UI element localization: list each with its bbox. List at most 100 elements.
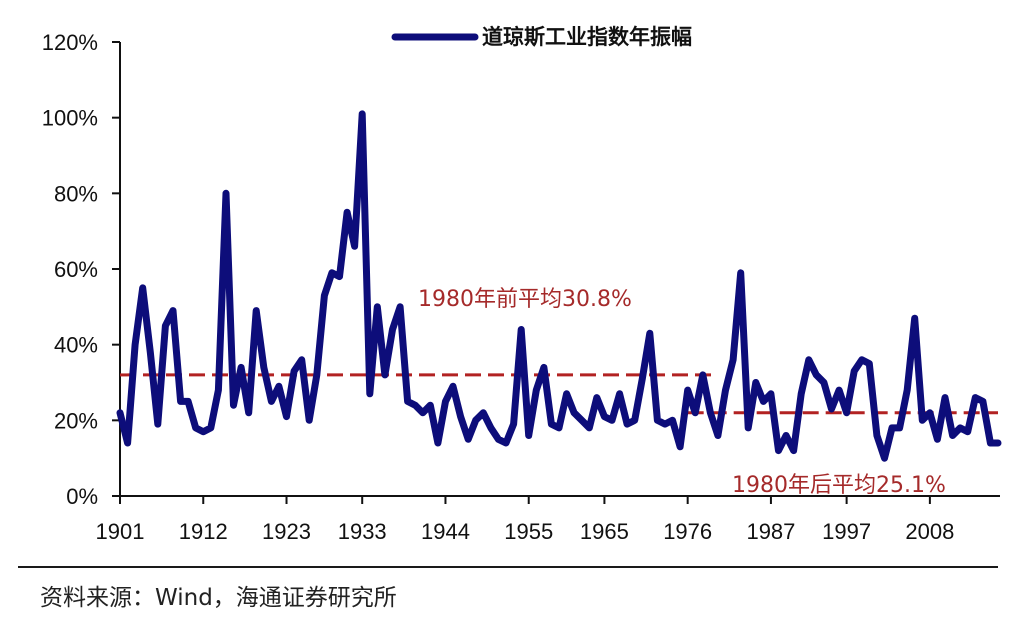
data-point	[511, 422, 516, 427]
data-point	[133, 342, 138, 347]
data-point	[625, 422, 630, 427]
data-point	[466, 437, 471, 442]
x-tick-label: 1901	[96, 519, 145, 544]
data-point	[670, 418, 675, 423]
x-tick-label: 1912	[179, 519, 228, 544]
data-point	[390, 327, 395, 332]
data-point	[231, 403, 236, 408]
legend-label: 道琼斯工业指数年振幅	[482, 25, 692, 49]
x-tick-label: 2008	[905, 519, 954, 544]
data-point	[534, 388, 539, 393]
data-point	[337, 274, 342, 279]
data-point	[254, 308, 259, 313]
x-tick-label: 1976	[663, 519, 712, 544]
data-point	[405, 399, 410, 404]
x-tick-label: 1933	[338, 519, 387, 544]
data-point	[965, 429, 970, 434]
source-divider	[18, 566, 998, 568]
data-point	[776, 448, 781, 453]
data-point	[988, 441, 993, 445]
data-point	[844, 410, 849, 415]
data-point	[708, 410, 713, 415]
data-point	[610, 418, 614, 423]
data-point	[746, 425, 751, 430]
data-point	[768, 391, 773, 396]
y-tick-label: 60%	[54, 257, 98, 282]
data-point	[526, 433, 531, 438]
data-point	[996, 441, 1000, 445]
data-point	[587, 425, 592, 430]
data-point	[473, 418, 478, 423]
data-point	[284, 414, 289, 419]
data-point	[890, 425, 894, 430]
data-point	[943, 395, 947, 400]
data-point	[693, 410, 698, 415]
data-point	[299, 357, 304, 362]
data-point	[345, 210, 350, 215]
data-point	[125, 441, 130, 445]
data-point	[504, 441, 508, 445]
data-point	[375, 304, 380, 309]
x-tick-label: 1944	[421, 519, 470, 544]
data-point	[594, 395, 599, 400]
data-point	[647, 331, 652, 336]
data-point	[806, 357, 811, 362]
data-point	[519, 327, 524, 332]
data-point	[852, 369, 857, 374]
data-point	[118, 410, 122, 415]
data-point	[163, 323, 168, 328]
x-tick-label: 1923	[262, 519, 311, 544]
data-point	[723, 388, 728, 393]
data-point	[617, 391, 622, 396]
data-point	[216, 388, 221, 393]
data-point	[912, 316, 917, 321]
data-point	[814, 372, 819, 377]
data-point	[678, 444, 683, 449]
x-tick-label: 1997	[822, 519, 871, 544]
data-point	[155, 422, 160, 427]
data-point	[958, 425, 963, 430]
data-point	[239, 365, 244, 370]
data-point	[655, 418, 660, 423]
data-point	[980, 399, 985, 404]
data-point	[602, 414, 607, 419]
data-point	[178, 399, 183, 404]
y-tick-label: 20%	[54, 408, 98, 433]
data-point	[859, 357, 864, 362]
data-point	[927, 410, 932, 415]
data-point	[715, 433, 720, 438]
data-point	[413, 403, 418, 408]
data-point	[564, 391, 569, 396]
data-point	[905, 388, 910, 393]
data-point	[685, 388, 690, 393]
data-point	[140, 285, 145, 290]
source-note: 资料来源：Wind，海通证券研究所	[40, 585, 397, 611]
data-point	[269, 399, 274, 404]
y-tick-label: 40%	[54, 333, 98, 358]
data-point	[208, 425, 213, 430]
data-point	[382, 372, 387, 377]
legend: 道琼斯工业指数年振幅	[391, 25, 692, 49]
data-point	[367, 391, 372, 396]
data-point	[700, 372, 705, 377]
series-layer	[116, 110, 1002, 462]
data-point	[799, 391, 804, 396]
data-point	[307, 418, 312, 423]
data-point	[663, 422, 667, 427]
chart: 0%20%40%60%80%100%120% 1901 1912 1923 1933 1…	[42, 25, 1002, 544]
y-axis: 0% 20% 40% 60% 80% 100% 120%	[42, 30, 121, 509]
data-point	[738, 270, 743, 275]
x-tick-label: 1955	[504, 519, 553, 544]
data-point	[731, 357, 736, 362]
data-point	[753, 380, 758, 385]
data-point	[276, 384, 281, 389]
y-tick-label: 100%	[42, 106, 98, 131]
data-point	[950, 433, 955, 438]
x-tick-label: 1987	[746, 519, 795, 544]
reference-line-label: 1980年前平均30.8%	[418, 287, 632, 312]
data-point	[329, 270, 334, 275]
data-point	[443, 399, 448, 404]
data-point	[148, 350, 153, 355]
data-point	[874, 433, 879, 438]
y-tick-label: 0%	[66, 484, 98, 509]
